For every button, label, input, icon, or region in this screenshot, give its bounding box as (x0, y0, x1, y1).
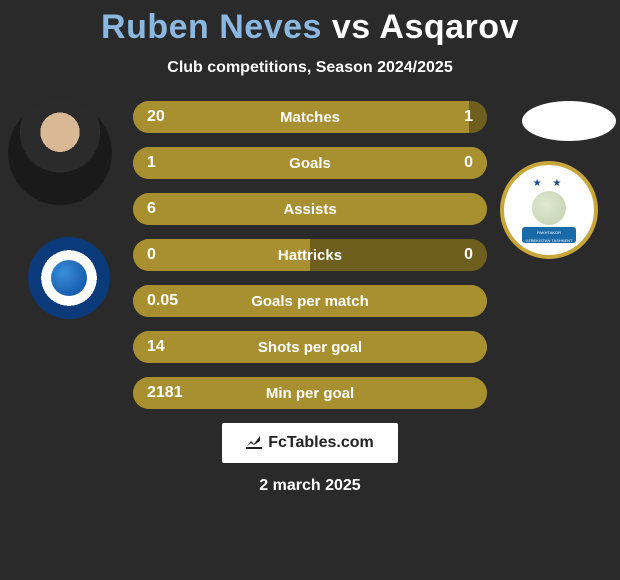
subtitle: Club competitions, Season 2024/2025 (0, 59, 620, 77)
club-name-top: PAKHTAKOR (522, 229, 576, 237)
club-ball-icon (532, 191, 566, 225)
stat-value-right: 0 (427, 154, 487, 172)
brand-badge: FcTables.com (222, 423, 398, 463)
stat-row: 0.05Goals per match (133, 285, 487, 317)
player1-club-badge (28, 237, 110, 319)
player1-name: Ruben Neves (101, 8, 322, 46)
stat-label: Goals per match (193, 293, 427, 310)
club-ribbon: PAKHTAKOR UZBEKISTAN TASHKENT (522, 227, 576, 243)
player2-avatar (522, 101, 616, 141)
stat-label: Hattricks (193, 247, 427, 264)
stat-row: 14Shots per goal (133, 331, 487, 363)
vs-label: vs (332, 8, 371, 46)
stat-value-left: 0.05 (133, 292, 193, 310)
stat-label: Goals (193, 155, 427, 172)
stat-value-left: 1 (133, 154, 193, 172)
stat-value-left: 6 (133, 200, 193, 218)
stat-label: Assists (193, 201, 427, 218)
stat-row: 1Goals0 (133, 147, 487, 179)
stat-value-right: 1 (427, 108, 487, 126)
stat-row: 6Assists (133, 193, 487, 225)
stat-label: Min per goal (193, 385, 427, 402)
stat-row: 2181Min per goal (133, 377, 487, 409)
comparison-title: Ruben Neves vs Asqarov (0, 0, 620, 47)
content-area: ★ ★ PAKHTAKOR UZBEKISTAN TASHKENT 20Matc… (0, 101, 620, 409)
stat-value-left: 14 (133, 338, 193, 356)
brand-text: FcTables.com (268, 434, 374, 452)
date-label: 2 march 2025 (0, 477, 620, 495)
chart-icon (246, 435, 262, 452)
stat-value-left: 2181 (133, 384, 193, 402)
club-name-bottom: UZBEKISTAN TASHKENT (522, 237, 576, 245)
stat-value-left: 0 (133, 246, 193, 264)
player1-avatar (8, 101, 112, 205)
stat-value-left: 20 (133, 108, 193, 126)
stat-row: 0Hattricks0 (133, 239, 487, 271)
stat-bars: 20Matches11Goals06Assists0Hattricks00.05… (133, 101, 487, 409)
stat-row: 20Matches1 (133, 101, 487, 133)
stat-value-right: 0 (427, 246, 487, 264)
player2-name: Asqarov (379, 8, 519, 46)
stat-label: Shots per goal (193, 339, 427, 356)
club-stars-icon: ★ ★ (533, 178, 566, 189)
stat-label: Matches (193, 109, 427, 126)
player2-club-badge: ★ ★ PAKHTAKOR UZBEKISTAN TASHKENT (500, 161, 598, 259)
